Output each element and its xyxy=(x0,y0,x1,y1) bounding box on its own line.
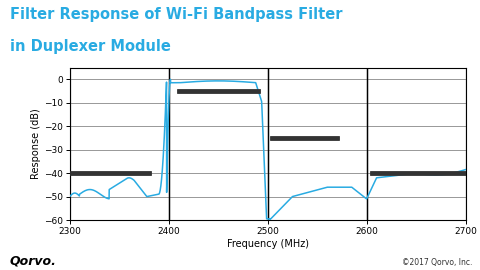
Bar xyxy=(70,171,151,175)
Bar xyxy=(370,171,466,175)
Text: Filter Response of Wi-Fi Bandpass Filter: Filter Response of Wi-Fi Bandpass Filter xyxy=(10,7,342,22)
Bar xyxy=(270,136,339,140)
Y-axis label: Response (dB): Response (dB) xyxy=(31,108,41,179)
Text: in Duplexer Module: in Duplexer Module xyxy=(10,39,170,54)
Text: Qorvo.: Qorvo. xyxy=(10,254,57,267)
X-axis label: Frequency (MHz): Frequency (MHz) xyxy=(227,239,309,249)
Text: ©2017 Qorvo, Inc.: ©2017 Qorvo, Inc. xyxy=(402,258,473,267)
Bar xyxy=(177,89,260,93)
